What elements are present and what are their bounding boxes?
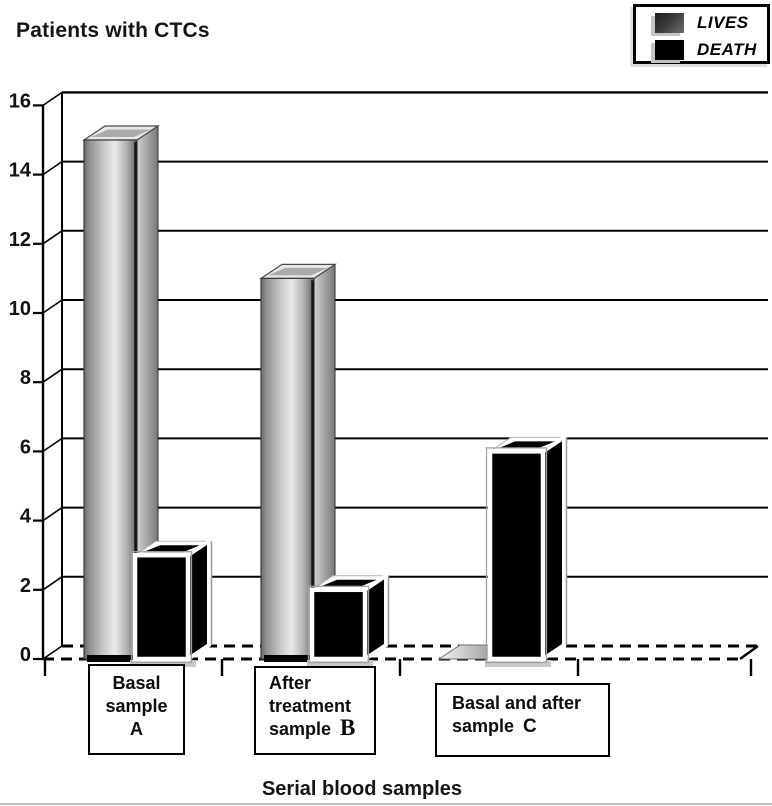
category-label-box-1: After treatment sample B [254,666,376,755]
bar-lives-0-top-bevel [91,129,151,137]
y-tick-label: 0 [20,644,31,666]
y-tick-label: 2 [20,575,31,597]
category-label-line: Basal [112,673,161,693]
death-swatch-icon [655,40,684,60]
legend-label-lives: LIVES [697,13,749,32]
bar-death-0-top [143,545,200,553]
category-letter: B [340,715,356,740]
bar-lives-1-top-bevel [268,267,328,276]
category-label-line: sample C [452,716,537,737]
category-label-box-2: Basal and after sample C [435,683,610,757]
lives-swatch-icon [655,13,684,33]
category-label-line: A [130,719,143,739]
y-tick-depth-line [42,160,63,176]
bar-death-2-frame-outline [485,447,548,664]
category-letter: C [523,716,537,737]
bar-death-0-frame-outline [130,551,193,664]
bar-death-1-top [320,579,377,587]
y-tick-label: 6 [20,436,31,458]
bar-death-1-front [309,587,368,662]
y-tick-depth-line [42,299,63,314]
figure-bottom-rule [0,803,772,805]
category-label-line: Basal and after [452,693,582,713]
y-tick-depth-line [42,645,63,660]
bar-lives-1-floor-shadow [264,655,313,662]
category-label-line: sample [105,696,168,716]
chart-title: Patients with CTCs [16,19,210,42]
y-tick-label: 12 [9,229,31,251]
category-label-line: After [269,673,312,693]
bar-lives-1-front [260,277,315,660]
y-tick-depth-line [42,91,63,107]
bar-death-2-front [487,449,546,662]
y-tick-depth-line [42,576,63,591]
bar-lives-0-front [83,139,138,660]
y-tick-label: 14 [9,160,32,182]
y-tick-label: 10 [9,298,31,320]
bar-death-2-top [498,441,555,449]
legend-label-death: DEATH [697,40,757,59]
y-tick-depth-line [42,368,63,383]
bar-death-0-front [132,552,191,662]
y-tick-depth-line [42,437,63,453]
bar-lives-0-floor-shadow [87,655,136,662]
floor-right-edge [739,645,759,660]
bar-death-0-floor-shadow [130,660,196,667]
y-tick-depth-line [42,230,63,245]
bar-death-1-floor-shadow [307,660,373,667]
legend-item-lives: LIVES [636,13,749,33]
bar-death-1-frame-outline [307,585,370,664]
bar-death-2-floor-shadow [485,660,551,667]
x-axis-title: Serial blood samples [261,778,463,800]
legend-box: LIVES DEATH [633,4,770,64]
y-tick-label: 4 [20,506,32,528]
y-tick-label: 8 [20,367,31,389]
category-label-box-0: Basal sample A [88,664,185,755]
category-label-line: treatment [269,696,352,716]
y-tick-label: 16 [9,90,31,112]
legend-item-death: DEATH [636,40,757,60]
category-label-line: sample B [269,715,356,740]
y-tick-depth-line [42,506,63,522]
